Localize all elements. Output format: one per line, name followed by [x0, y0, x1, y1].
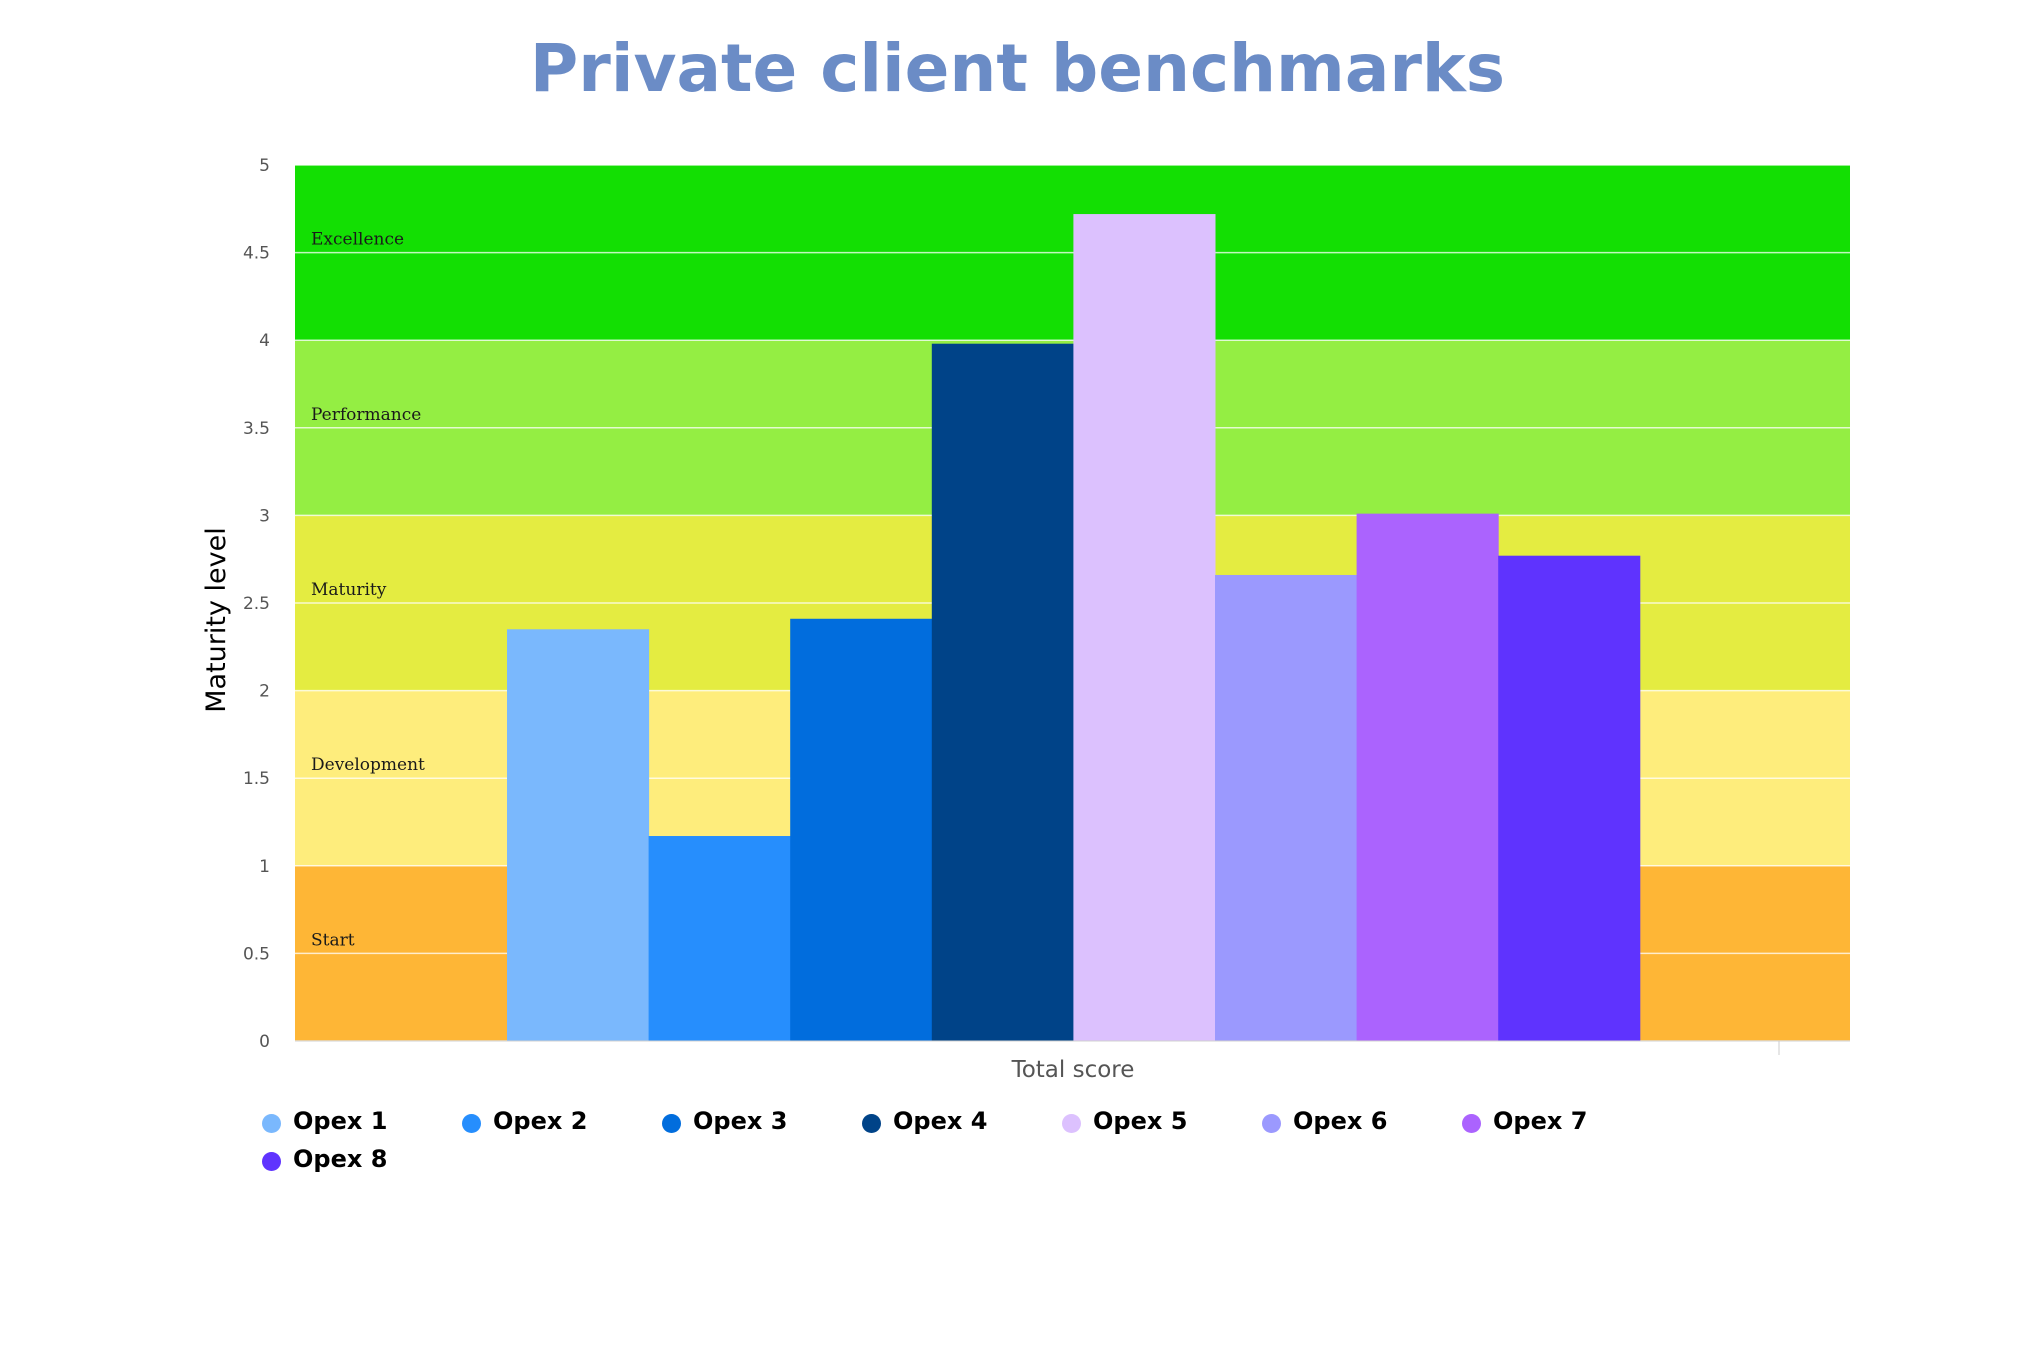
legend-label: Opex 7 — [1493, 1107, 1588, 1135]
y-tick-label: 1 — [259, 857, 270, 877]
band-label: Maturity — [311, 580, 387, 600]
y-tick-label: 2 — [259, 682, 270, 702]
y-tick-label: 0.5 — [243, 944, 270, 964]
y-tick-label: 3 — [259, 506, 270, 526]
y-tick-label: 4.5 — [243, 244, 270, 264]
legend-item[interactable]: Opex 4 — [862, 1105, 1062, 1137]
legend-marker-icon — [662, 1113, 681, 1133]
band-label: Performance — [311, 405, 421, 425]
legend-item[interactable]: Opex 8 — [262, 1143, 462, 1175]
y-tick-label: 0 — [259, 1032, 270, 1052]
bar-opex-3[interactable] — [790, 618, 933, 1041]
legend-label: Opex 2 — [493, 1107, 588, 1135]
legend-item[interactable]: Opex 7 — [1462, 1105, 1662, 1137]
band-label: Excellence — [311, 230, 404, 250]
bar-opex-7[interactable] — [1356, 513, 1499, 1041]
y-tick-label: 1.5 — [243, 769, 270, 789]
legend-marker-icon — [1262, 1113, 1281, 1133]
bar-opex-8[interactable] — [1498, 555, 1641, 1041]
x-axis-label: Total score — [1011, 1057, 1135, 1083]
legend-marker-icon — [862, 1113, 881, 1133]
band-labels: Start Development Maturity Performance Excel… — [311, 230, 425, 951]
legend-item[interactable]: Opex 3 — [662, 1105, 862, 1137]
legend-label: Opex 6 — [1293, 1107, 1388, 1135]
bar-opex-2[interactable] — [648, 836, 791, 1041]
y-tick-label: 2.5 — [243, 594, 270, 614]
legend-item[interactable]: Opex 2 — [462, 1105, 662, 1137]
band-label: Development — [311, 755, 425, 775]
y-axis-label: Maturity level — [201, 527, 232, 713]
bars — [507, 214, 1641, 1042]
legend-marker-icon — [1062, 1113, 1081, 1133]
legend-item[interactable]: Opex 6 — [1262, 1105, 1462, 1137]
legend-label: Opex 5 — [1093, 1107, 1188, 1135]
legend-marker-icon — [462, 1113, 481, 1133]
bar-opex-1[interactable] — [507, 629, 650, 1041]
legend-label: Opex 8 — [293, 1145, 388, 1173]
legend-label: Opex 1 — [293, 1107, 388, 1135]
legend-label: Opex 4 — [893, 1107, 988, 1135]
legend-label: Opex 3 — [693, 1107, 788, 1135]
chart-title: Private client benchmarks — [529, 30, 1506, 107]
y-tick-label: 5 — [259, 156, 270, 176]
legend-marker-icon — [262, 1151, 281, 1171]
legend-marker-icon — [1462, 1113, 1481, 1133]
bar-opex-4[interactable] — [931, 343, 1074, 1042]
band-label: Start — [311, 930, 355, 950]
legend: Opex 1 Opex 2 Opex 3 Opex 4 Opex 5 Opex 6 Opex… — [262, 1105, 1682, 1175]
legend-item[interactable]: Opex 1 — [262, 1105, 462, 1137]
legend-item[interactable]: Opex 5 — [1062, 1105, 1262, 1137]
bar-opex-6[interactable] — [1215, 574, 1358, 1041]
y-axis-ticks: 0 0.5 1 1.5 2 2.5 3 3.5 4 4.5 5 — [243, 156, 270, 1052]
y-tick-label: 3.5 — [243, 419, 270, 439]
legend-marker-icon — [262, 1113, 281, 1133]
y-tick-label: 4 — [259, 331, 270, 351]
bar-opex-5[interactable] — [1073, 214, 1216, 1041]
